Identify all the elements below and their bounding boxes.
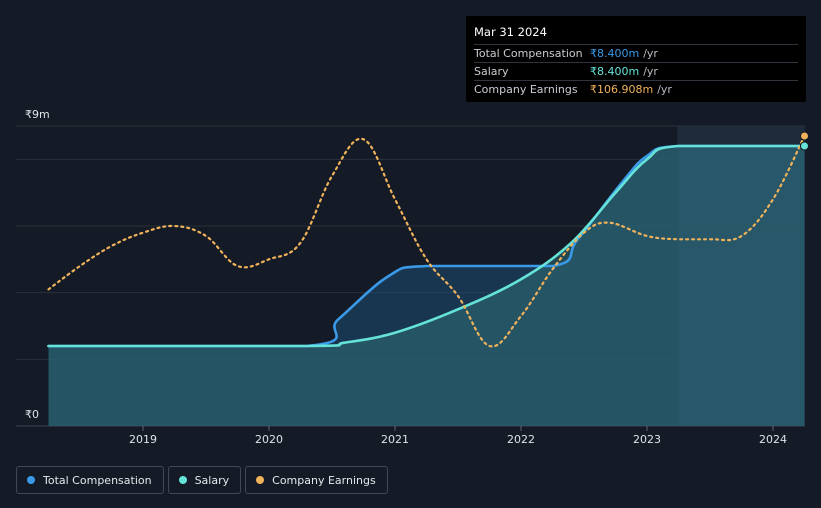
x-tick-label: 2020	[255, 433, 283, 446]
tooltip-value: ₹8.400m	[590, 47, 640, 60]
total-compensation-dot-icon	[27, 476, 35, 484]
legend-label: Total Compensation	[43, 473, 152, 487]
company-earnings-end-marker	[800, 131, 809, 141]
tooltip-date: Mar 31 2024	[474, 25, 547, 39]
company-earnings-dot-icon	[256, 476, 265, 484]
salary-dot-icon	[178, 476, 187, 484]
series-lines	[47, 134, 806, 348]
tooltip-unit: /yr	[643, 47, 658, 60]
legend-salary[interactable]: Salary	[167, 466, 242, 494]
legend-total-compensation[interactable]: Total Compensation	[16, 466, 164, 494]
end-markers	[800, 131, 809, 151]
x-tick-label: 2022	[507, 433, 535, 446]
company-earnings-line	[47, 134, 806, 348]
y-axis-top-label: ₹9m	[25, 108, 50, 121]
chart-legend: Total Compensation Salary Company Earnin…	[16, 466, 388, 494]
x-tick-label: 2021	[381, 433, 409, 446]
legend-label: Company Earnings	[272, 473, 376, 487]
tooltip-label: Salary	[474, 65, 509, 78]
y-axis-bottom-label: ₹0	[25, 408, 39, 421]
tooltip-unit: /yr	[657, 83, 672, 96]
x-tick-label: 2024	[759, 433, 787, 446]
tooltip-value: ₹8.400m	[590, 65, 640, 78]
x-tick-label: 2023	[633, 433, 661, 446]
tooltip-row-total-compensation: Total Compensation ₹8.400m /yr	[474, 44, 798, 62]
x-tick-label: 2019	[129, 433, 157, 446]
legend-label: Salary	[194, 473, 230, 487]
legend-company-earnings[interactable]: Company Earnings	[245, 466, 388, 494]
tooltip-label: Total Compensation	[474, 47, 583, 60]
x-axis-ticks: 2019 2020 2021 2022 2023 2024	[129, 426, 787, 446]
tooltip-unit: /yr	[643, 65, 658, 78]
area-fills	[48, 146, 805, 426]
salary-end-marker	[800, 141, 809, 151]
tooltip-row-company-earnings: Company Earnings ₹106.908m /yr	[474, 80, 798, 98]
salary-line	[47, 144, 806, 348]
data-tooltip: Mar 31 2024 Total Compensation ₹8.400m /…	[466, 16, 806, 102]
tooltip-value: ₹106.908m	[590, 83, 654, 96]
salary-area	[48, 146, 805, 426]
tooltip-label: Company Earnings	[474, 83, 578, 96]
tooltip-row-salary: Salary ₹8.400m /yr	[474, 62, 798, 80]
